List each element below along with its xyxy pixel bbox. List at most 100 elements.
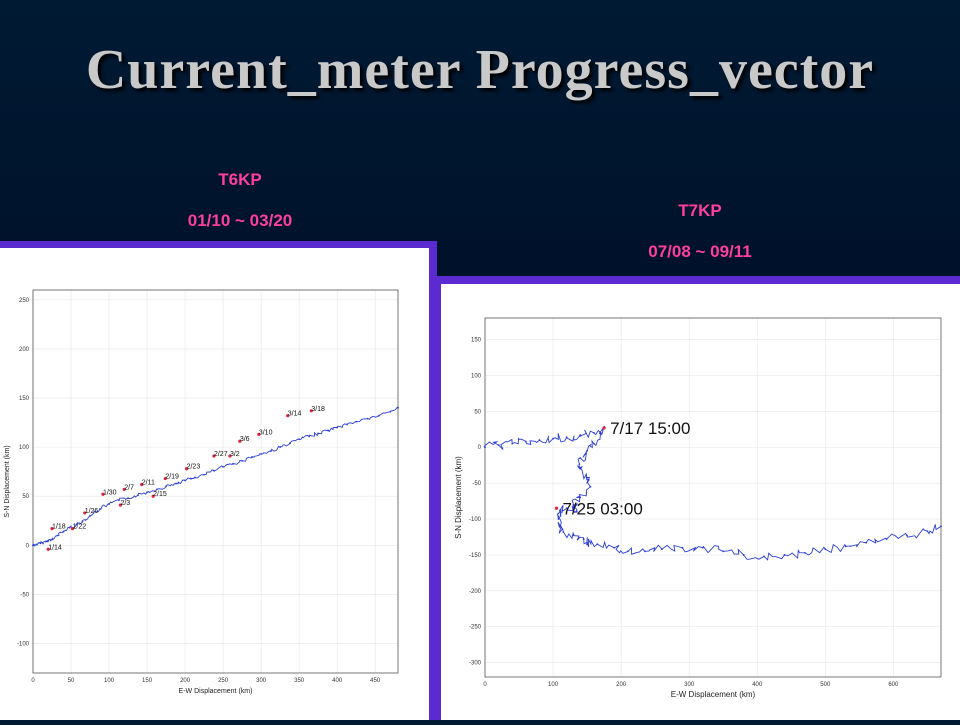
y-tick-label: 0 [26, 543, 30, 549]
data-point [317, 432, 320, 435]
data-point [763, 555, 765, 558]
data-point [572, 503, 575, 506]
plot-frame [484, 317, 942, 678]
data-point [99, 508, 101, 510]
x-axis-label: E-W Displacement (km) [179, 688, 253, 695]
annotation-marker [70, 527, 75, 531]
caption-right: T7KP 07/08 ~ 09/11 [600, 201, 800, 262]
data-point [552, 437, 554, 440]
annotation-label: 3/2 [230, 451, 240, 458]
slide-title: Current_meter Progress_vector [85, 39, 875, 101]
data-point [613, 546, 616, 549]
data-point [579, 467, 582, 470]
data-point [366, 417, 369, 420]
annotation-marker [228, 454, 232, 458]
data-point [260, 453, 263, 455]
data-point [156, 488, 158, 491]
y-axis-label: S-N Displacement (km) [4, 445, 11, 517]
annotation-marker [238, 439, 242, 443]
data-point [118, 499, 120, 502]
annotation-marker [46, 547, 50, 551]
annotation-label: 2/3 [120, 500, 130, 507]
data-point [184, 479, 186, 482]
data-point [68, 526, 71, 529]
data-point [582, 538, 585, 541]
data-point [251, 456, 253, 458]
data-point [378, 414, 380, 417]
y-tick-label: -150 [469, 553, 482, 559]
data-point [484, 446, 486, 449]
annotation-label: 1/26 [85, 508, 99, 515]
annotation-label: 2/7 [124, 484, 134, 491]
annotation-marker [151, 494, 155, 498]
x-tick-label: 500 [820, 682, 831, 688]
x-tick-label: 150 [142, 678, 153, 684]
data-point [75, 523, 78, 526]
data-point [592, 442, 595, 445]
data-point [524, 440, 527, 443]
annotation-marker [257, 432, 261, 436]
annotation-label: 3/10 [259, 429, 273, 436]
annotation-marker [140, 482, 144, 487]
y-tick-label: 0 [478, 445, 482, 451]
data-point [175, 482, 177, 485]
data-point [661, 548, 663, 551]
data-point [557, 518, 560, 520]
y-tick-label: 150 [471, 338, 482, 344]
data-point [906, 534, 908, 537]
data-point [596, 543, 599, 546]
annotation-marker [309, 409, 313, 413]
data-point [575, 510, 578, 513]
data-point [558, 525, 561, 528]
x-axis-label: E-W Displacement (km) [671, 690, 756, 699]
data-point [389, 410, 392, 413]
data-point [511, 442, 514, 445]
data-point [627, 550, 629, 553]
data-point [558, 509, 561, 512]
y-tick-label: -50 [472, 481, 481, 487]
data-point [35, 543, 38, 546]
data-point [701, 546, 704, 549]
y-tick-label: 100 [471, 373, 482, 379]
annotation-label: 2/19 [165, 474, 179, 481]
plot-frame [32, 289, 399, 674]
x-tick-label: 0 [31, 678, 35, 684]
annotation-label: 2/15 [153, 491, 167, 498]
data-point [39, 542, 42, 545]
x-tick-label: 450 [370, 678, 381, 684]
annotation-marker [163, 476, 167, 481]
data-point [146, 491, 148, 494]
data-point [824, 548, 827, 551]
x-tick-label: 250 [218, 678, 229, 684]
series-line [32, 406, 399, 548]
data-point [194, 476, 196, 479]
annotation-label: 2/23 [187, 464, 201, 471]
caption-left: T6KP 01/10 ~ 03/20 [140, 170, 340, 231]
annotation-marker [118, 503, 123, 507]
annotation-label: 1/14 [48, 544, 62, 551]
x-tick-label: 400 [332, 678, 343, 684]
data-point [127, 497, 129, 500]
annotation-label: 1/22 [73, 524, 87, 531]
y-tick-label: 50 [22, 494, 29, 500]
annotation-label: 3/6 [240, 436, 250, 443]
y-tick-label: 250 [19, 298, 30, 304]
data-point [579, 496, 582, 499]
annotation-label: 3/18 [311, 406, 325, 413]
y-tick-label: 50 [474, 409, 481, 415]
x-tick-label: 0 [483, 682, 487, 688]
data-point [565, 436, 568, 439]
annotation-label: 7/17 15:00 [610, 419, 690, 438]
data-point [565, 507, 568, 510]
data-point [327, 429, 329, 432]
data-point [940, 525, 942, 528]
data-point [51, 538, 53, 541]
data-point [926, 530, 929, 533]
data-point [722, 550, 725, 553]
data-point [865, 541, 868, 544]
data-point [586, 449, 588, 452]
data-point [592, 431, 595, 434]
data-point [137, 494, 139, 497]
data-point [203, 473, 205, 476]
data-point [572, 533, 575, 536]
